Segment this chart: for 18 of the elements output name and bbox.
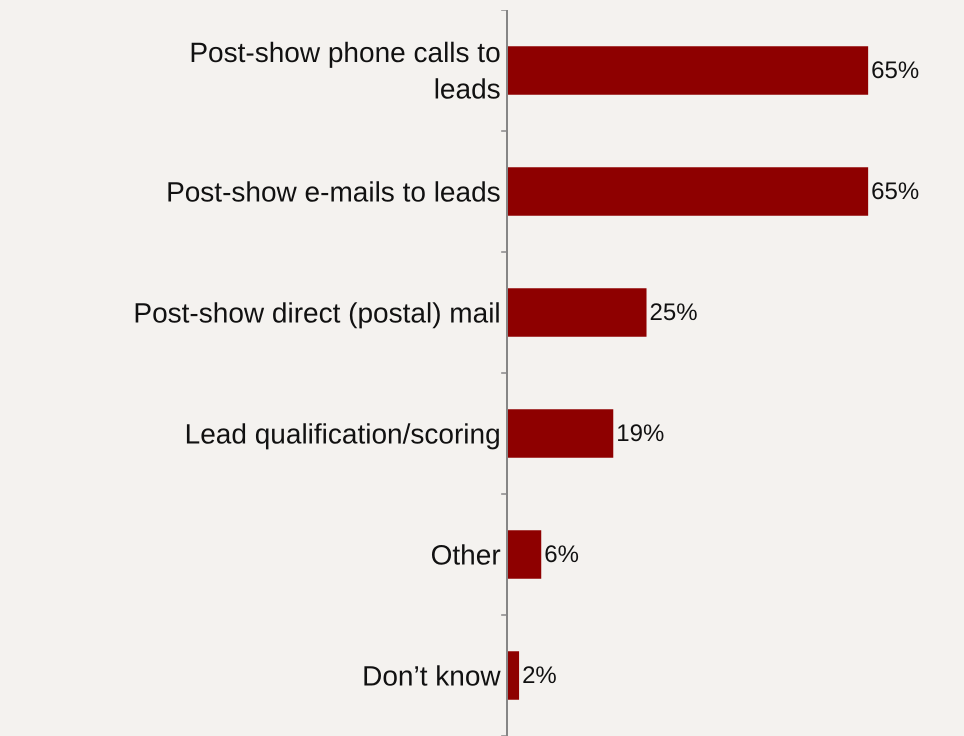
data-label: 19%: [616, 420, 664, 447]
data-label: 6%: [544, 541, 579, 568]
bar: [508, 530, 542, 579]
y-tick-label: Lead qualification/scoring: [184, 418, 501, 450]
bar: [508, 167, 868, 216]
data-label: 65%: [871, 57, 920, 84]
y-tick-label: Post-show direct (postal) mail: [133, 297, 501, 328]
bar: [508, 46, 868, 95]
data-label: 2%: [522, 662, 557, 689]
y-tick-label: Don’t know: [362, 660, 502, 692]
data-label: 25%: [650, 299, 698, 326]
y-tick-label: Other: [430, 539, 501, 570]
bar: [508, 409, 614, 458]
y-tick-label: Post-show phone calls to leads: [189, 37, 501, 104]
data-label: 65%: [871, 178, 920, 205]
bar: [508, 288, 647, 337]
y-tick-label: Post-show e-mails to leads: [166, 176, 501, 208]
bar: [508, 651, 520, 700]
